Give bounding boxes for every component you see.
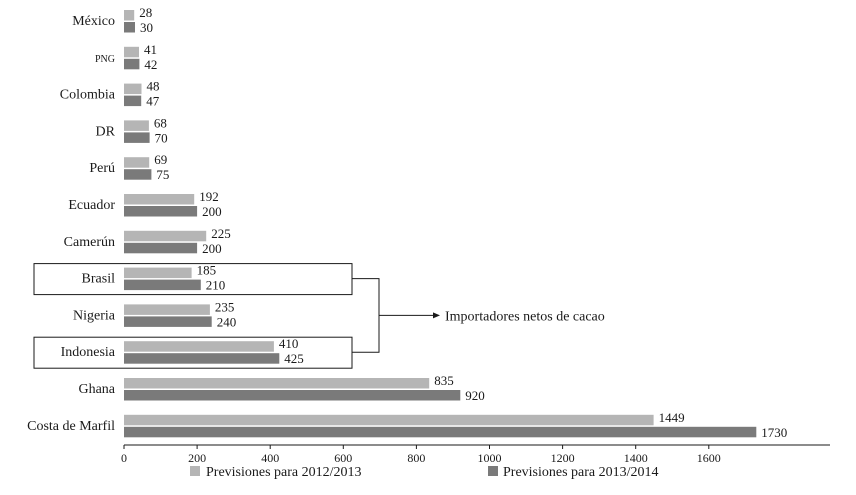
value-label-2012-dr: 68 [154,115,167,130]
legend-swatch-2013 [488,466,498,476]
value-label-2012-colombia: 48 [147,79,160,94]
category-label-dr: DR [96,124,116,139]
value-label-2012-mexico: 28 [139,5,152,20]
category-label-png: PNG [95,54,115,65]
category-label-mexico: México [72,14,115,29]
bar-2012-nigeria [124,304,210,315]
bar-2013-ecuador [124,206,198,217]
bar-2013-indonesia [124,353,280,364]
bar-2012-ecuador [124,194,195,205]
value-label-2012-brasil: 185 [197,263,217,278]
x-tick-label-1400: 1400 [624,451,648,465]
annotation-label: Importadores netos de cacao [445,309,605,324]
bar-2012-peru [124,157,150,168]
bar-2012-dr [124,120,149,131]
bar-2013-peru [124,169,152,180]
bar-2012-indonesia [124,341,274,352]
x-tick-label-600: 600 [334,451,352,465]
bar-2013-camerun [124,242,198,254]
category-label-costa-de-marfil: Costa de Marfil [27,419,115,434]
bar-2012-mexico [124,10,135,21]
value-label-2012-peru: 69 [154,152,167,167]
category-label-nigeria: Nigeria [73,308,116,323]
value-label-2013-brasil: 210 [206,278,226,293]
arrow-head [433,312,440,319]
bar-2013-nigeria [124,316,212,327]
bar-2013-costa-de-marfil [124,426,757,438]
value-label-2012-ecuador: 192 [199,189,219,204]
value-label-2012-camerun: 225 [211,226,231,241]
value-label-2012-nigeria: 235 [215,299,235,314]
bar-2013-brasil [124,279,201,291]
value-label-2013-indonesia: 425 [284,351,304,366]
category-label-camerun: Camerún [64,235,115,250]
legend-swatch-2012 [190,466,200,476]
value-label-2013-ecuador: 200 [202,204,222,219]
category-label-ecuador: Ecuador [68,198,115,213]
bar-2013-png [124,58,140,70]
legend-label-2013: Previsiones para 2013/2014 [503,465,659,480]
bar-2012-ghana [124,378,430,389]
value-label-2013-mexico: 30 [140,20,153,35]
bar-2012-png [124,46,139,58]
category-label-colombia: Colombia [60,88,116,103]
x-tick-label-1000: 1000 [478,451,502,465]
x-tick-label-800: 800 [407,451,425,465]
x-tick-label-1600: 1600 [697,451,721,465]
category-label-brasil: Brasil [82,272,116,287]
value-label-2013-ghana: 920 [465,388,485,403]
bar-2013-mexico [124,22,135,33]
value-label-2012-indonesia: 410 [279,336,299,351]
legend-label-2012: Previsiones para 2012/2013 [206,465,362,480]
bar-2013-colombia [124,95,142,107]
x-tick-label-200: 200 [188,451,206,465]
category-label-ghana: Ghana [78,382,115,397]
value-label-2013-peru: 75 [156,167,169,182]
x-tick-label-400: 400 [261,451,279,465]
bar-2012-costa-de-marfil [124,414,654,426]
bracket [352,278,380,353]
bar-2012-brasil [124,267,192,279]
value-label-2013-dr: 70 [155,130,168,145]
value-label-2013-colombia: 47 [146,94,160,109]
bar-2013-ghana [124,390,461,401]
bar-2012-colombia [124,83,142,95]
category-label-indonesia: Indonesia [61,345,116,360]
value-label-2012-costa-de-marfil: 1449 [659,410,685,425]
x-tick-label-0: 0 [121,451,127,465]
value-label-2012-png: 41 [144,42,157,57]
value-label-2013-costa-de-marfil: 1730 [761,425,787,440]
value-label-2013-camerun: 200 [202,241,222,256]
value-label-2013-png: 42 [144,57,157,72]
value-label-2013-nigeria: 240 [217,314,237,329]
value-label-2012-ghana: 835 [434,373,454,388]
bar-2013-dr [124,132,150,143]
category-label-peru: Perú [89,161,115,176]
bar-2012-camerun [124,230,207,242]
x-tick-label-1200: 1200 [551,451,575,465]
